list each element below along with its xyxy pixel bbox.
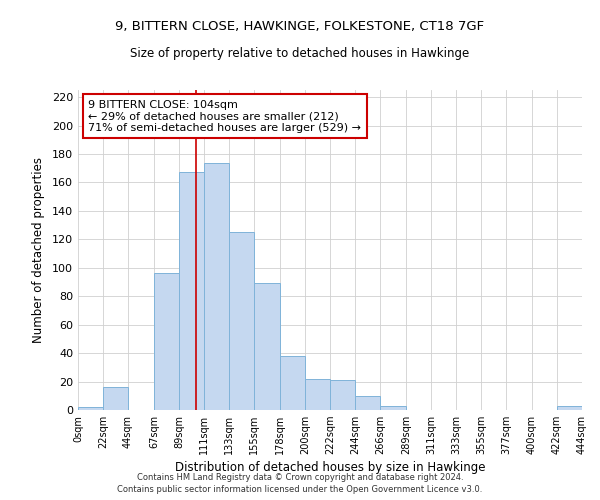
- Bar: [355, 396, 380, 410]
- Bar: [305, 378, 330, 410]
- Bar: [154, 274, 179, 410]
- Bar: [280, 356, 305, 410]
- Text: Contains HM Land Registry data © Crown copyright and database right 2024.: Contains HM Land Registry data © Crown c…: [137, 474, 463, 482]
- Bar: [78, 407, 103, 410]
- Bar: [229, 232, 254, 410]
- Bar: [254, 284, 280, 410]
- Bar: [380, 406, 406, 410]
- Text: Contains public sector information licensed under the Open Government Licence v3: Contains public sector information licen…: [118, 485, 482, 494]
- Bar: [179, 172, 204, 410]
- Text: 9 BITTERN CLOSE: 104sqm
← 29% of detached houses are smaller (212)
71% of semi-d: 9 BITTERN CLOSE: 104sqm ← 29% of detache…: [88, 100, 361, 133]
- Bar: [330, 380, 355, 410]
- Bar: [103, 387, 128, 410]
- Bar: [557, 406, 582, 410]
- Text: Size of property relative to detached houses in Hawkinge: Size of property relative to detached ho…: [130, 48, 470, 60]
- Text: 9, BITTERN CLOSE, HAWKINGE, FOLKESTONE, CT18 7GF: 9, BITTERN CLOSE, HAWKINGE, FOLKESTONE, …: [115, 20, 485, 33]
- X-axis label: Distribution of detached houses by size in Hawkinge: Distribution of detached houses by size …: [175, 462, 485, 474]
- Bar: [204, 162, 229, 410]
- Y-axis label: Number of detached properties: Number of detached properties: [32, 157, 45, 343]
